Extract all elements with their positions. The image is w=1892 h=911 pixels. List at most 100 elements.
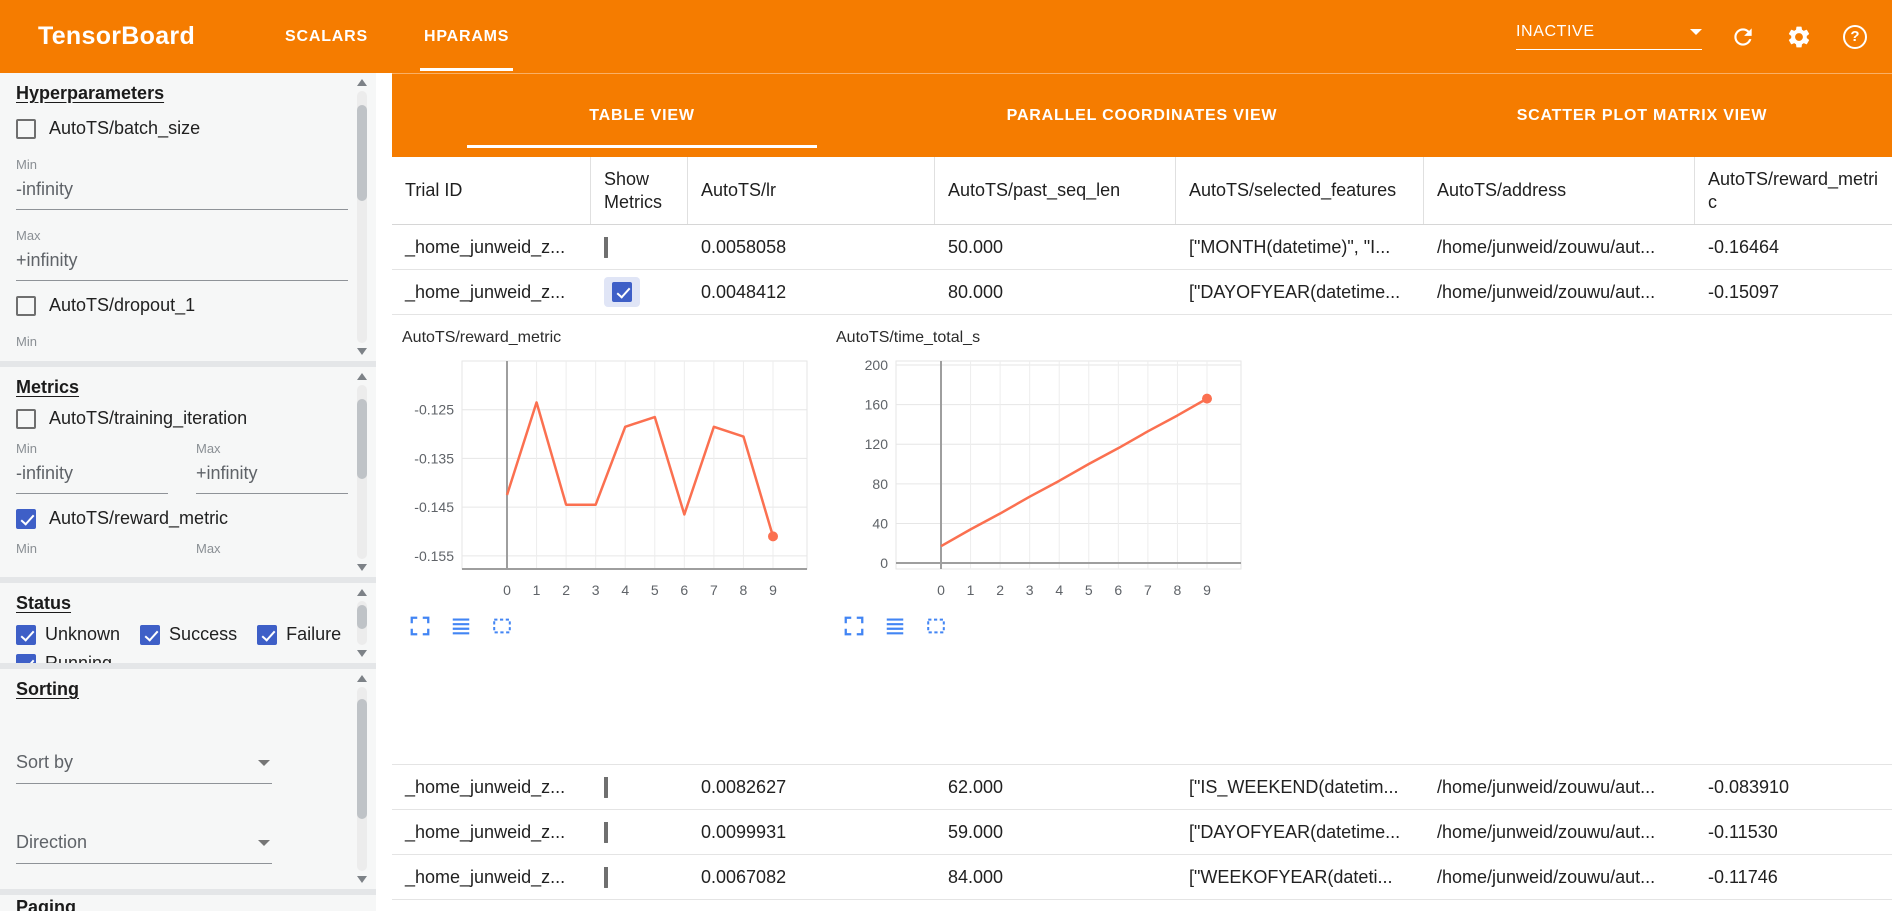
reload-status-dropdown[interactable]: INACTIVE [1516,23,1702,50]
checkbox-ripple [604,277,640,307]
hparam-row-batch-size[interactable]: AutoTS/batch_size [16,118,360,139]
checkbox[interactable] [257,624,278,645]
max-input[interactable]: +infinity [16,243,348,281]
column-header-reward-metric: AutoTS/reward_metric [1708,169,1879,212]
show-metrics-checkbox[interactable] [612,282,632,302]
show-metrics-checkbox[interactable] [604,866,608,888]
svg-text:2: 2 [996,582,1004,598]
show-metrics-checkbox[interactable] [604,821,608,843]
header-actions: INACTIVE ? [1516,22,1870,52]
svg-text:5: 5 [1085,582,1093,598]
scroll-up-arrow-icon[interactable] [357,589,367,596]
metric-row-training-iteration[interactable]: AutoTS/training_iteration [16,408,360,429]
checkbox[interactable] [16,295,36,316]
scrollbar-thumb[interactable] [357,105,367,201]
scroll-down-arrow-icon[interactable] [357,564,367,571]
help-icon[interactable]: ? [1840,22,1870,52]
table-row[interactable]: _home_junweid_z... 0.0082627 62.000 ["IS… [392,765,1892,810]
tab-hparams[interactable]: HPARAMS [396,0,537,73]
scroll-up-arrow-icon[interactable] [357,79,367,86]
lr-cell: 0.0058058 [701,236,787,257]
scrollbar[interactable] [356,79,368,355]
tab-scatter-plot-matrix-view[interactable]: SCATTER PLOT MATRIX VIEW [1516,106,1768,124]
min-input[interactable]: -infinity [16,172,348,210]
scroll-down-arrow-icon[interactable] [357,876,367,883]
svg-text:9: 9 [769,582,777,598]
settings-gear-icon[interactable] [1784,22,1814,52]
scrollbar-thumb[interactable] [357,699,367,819]
svg-text:4: 4 [621,582,629,598]
reward-metric-line-chart[interactable]: -0.125 -0.135 -0.145 -0.155 0 1 2 3 4 5 6 7 8 9 [402,351,836,610]
trial-id-cell: _home_junweid_z... [405,866,566,887]
hparam-row-dropout-1[interactable]: AutoTS/dropout_1 [16,295,360,316]
scroll-up-arrow-icon[interactable] [357,373,367,380]
expand-icon[interactable] [408,614,432,638]
max-label: Max [16,228,41,243]
checkbox[interactable] [16,118,36,139]
horizontal-lines-icon[interactable] [883,614,907,638]
status-option-success[interactable]: Success [140,624,237,645]
selected-features-cell: ["IS_WEEKEND(datetim... [1189,776,1399,797]
tab-scalars[interactable]: SCALARS [285,27,368,45]
sorting-panel: Sorting Sort by Direction [0,669,376,889]
svg-text:8: 8 [1174,582,1182,598]
table-row[interactable]: _home_junweid_z... 0.0067082 84.000 ["WE… [392,855,1892,900]
scroll-up-arrow-icon[interactable] [357,675,367,682]
lr-cell: 0.0048412 [701,281,787,302]
sort-by-value: Sort by [16,752,74,772]
sort-by-dropdown[interactable]: Sort by [16,744,272,784]
checkbox[interactable] [16,508,36,529]
checkbox[interactable] [16,408,36,429]
time-total-line-chart[interactable]: 0 40 80 120 160 200 0 1 2 3 4 5 6 7 8 9 [836,351,1270,610]
dashed-box-icon[interactable] [490,614,514,638]
selected-features-cell: ["WEEKOFYEAR(dateti... [1189,866,1393,887]
show-metrics-checkbox[interactable] [604,236,608,258]
chart-toolbar [842,614,1270,638]
chart-time-total-s: AutoTS/time_total_s 0 40 80 120 160 200 0 1 2 3 4 5… [836,327,1270,764]
max-input[interactable]: +infinity [196,456,348,494]
svg-text:2: 2 [562,582,570,598]
table-row[interactable]: _home_junweid_z... 0.0099931 59.000 ["DA… [392,810,1892,855]
min-label: Min [16,541,37,556]
svg-text:7: 7 [710,582,718,598]
metric-label: AutoTS/training_iteration [49,408,248,428]
table-row[interactable]: _home_junweid_z... 0.0048412 80.000 ["DA… [392,270,1892,315]
status-option-unknown[interactable]: Unknown [16,624,120,645]
horizontal-lines-icon[interactable] [449,614,473,638]
scroll-down-arrow-icon[interactable] [357,348,367,355]
svg-text:9: 9 [1203,582,1211,598]
hparams-sidebar: Hyperparameters AutoTS/batch_size Min -i… [0,73,376,911]
min-label: Min [16,334,37,349]
dashed-box-icon[interactable] [924,614,948,638]
past-seq-len-cell: 84.000 [948,866,1004,887]
min-input[interactable]: -infinity [16,456,168,494]
status-option-failure[interactable]: Failure [257,624,341,645]
checkbox[interactable] [16,624,36,645]
chevron-down-icon [258,759,270,766]
scroll-down-arrow-icon[interactable] [357,650,367,657]
checkbox[interactable] [16,653,36,663]
reward-metric-cell: -0.11746 [1708,866,1778,887]
lr-cell: 0.0099931 [701,821,787,842]
expand-icon[interactable] [842,614,866,638]
tab-table-view[interactable]: TABLE VIEW [392,74,892,157]
checkbox[interactable] [140,624,161,645]
scrollbar-thumb[interactable] [357,605,367,629]
scrollbar[interactable] [356,675,368,883]
table-row[interactable]: _home_junweid_z... 0.0058058 50.000 ["MO… [392,225,1892,270]
scrollbar[interactable] [356,589,368,657]
scrollbar-thumb[interactable] [357,399,367,479]
metric-row-reward-metric[interactable]: AutoTS/reward_metric [16,508,360,529]
tab-parallel-coordinates-view[interactable]: PARALLEL COORDINATES VIEW [1006,106,1278,124]
show-metrics-checkbox[interactable] [604,776,608,798]
column-header-address: AutoTS/address [1424,157,1695,224]
refresh-icon[interactable] [1728,22,1758,52]
direction-dropdown[interactable]: Direction [16,824,272,864]
trial-id-cell: _home_junweid_z... [405,821,566,842]
trial-id-cell: _home_junweid_z... [405,776,566,797]
svg-text:6: 6 [1114,582,1122,598]
sorting-heading: Sorting [16,679,79,699]
scrollbar[interactable] [356,373,368,571]
reward-metric-cell: -0.083910 [1708,776,1790,797]
status-option-running[interactable]: Running [16,653,112,663]
